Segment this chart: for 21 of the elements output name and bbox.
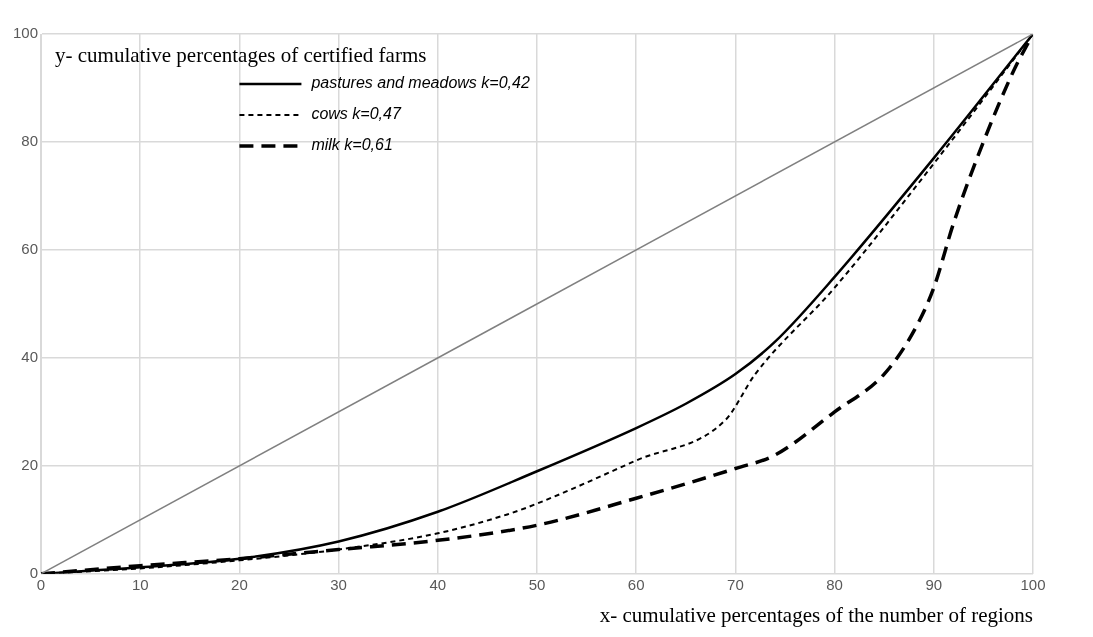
- y-tick-label: 0: [29, 563, 39, 581]
- x-tick-label: 80: [826, 575, 843, 593]
- x-tick-label: 100: [1020, 575, 1046, 593]
- y-tick-label: 100: [13, 24, 39, 42]
- y-tick-label: 80: [21, 132, 39, 150]
- legend-label: pastures and meadows k=0,42: [310, 74, 530, 92]
- legend-label: cows k=0,47: [311, 105, 402, 123]
- x-tick-label: 70: [727, 575, 744, 593]
- x-tick-label: 50: [528, 575, 546, 593]
- x-tick-label: 40: [429, 575, 447, 593]
- x-tick-label: 30: [330, 575, 347, 593]
- x-tick-label: 60: [627, 575, 645, 593]
- x-tick-label: 20: [231, 575, 248, 593]
- y-tick-label: 40: [21, 348, 39, 366]
- y-tick-label: 20: [21, 455, 39, 473]
- y-axis-title: y- cumulative percentages of certified farms: [55, 43, 427, 68]
- legend-label: milk k=0,61: [311, 136, 393, 154]
- x-tick-label: 90: [925, 575, 943, 593]
- x-axis-title: x- cumulative percentages of the number of regions: [599, 602, 1033, 627]
- y-tick-label: 60: [21, 240, 39, 258]
- x-tick-label: 10: [131, 575, 149, 593]
